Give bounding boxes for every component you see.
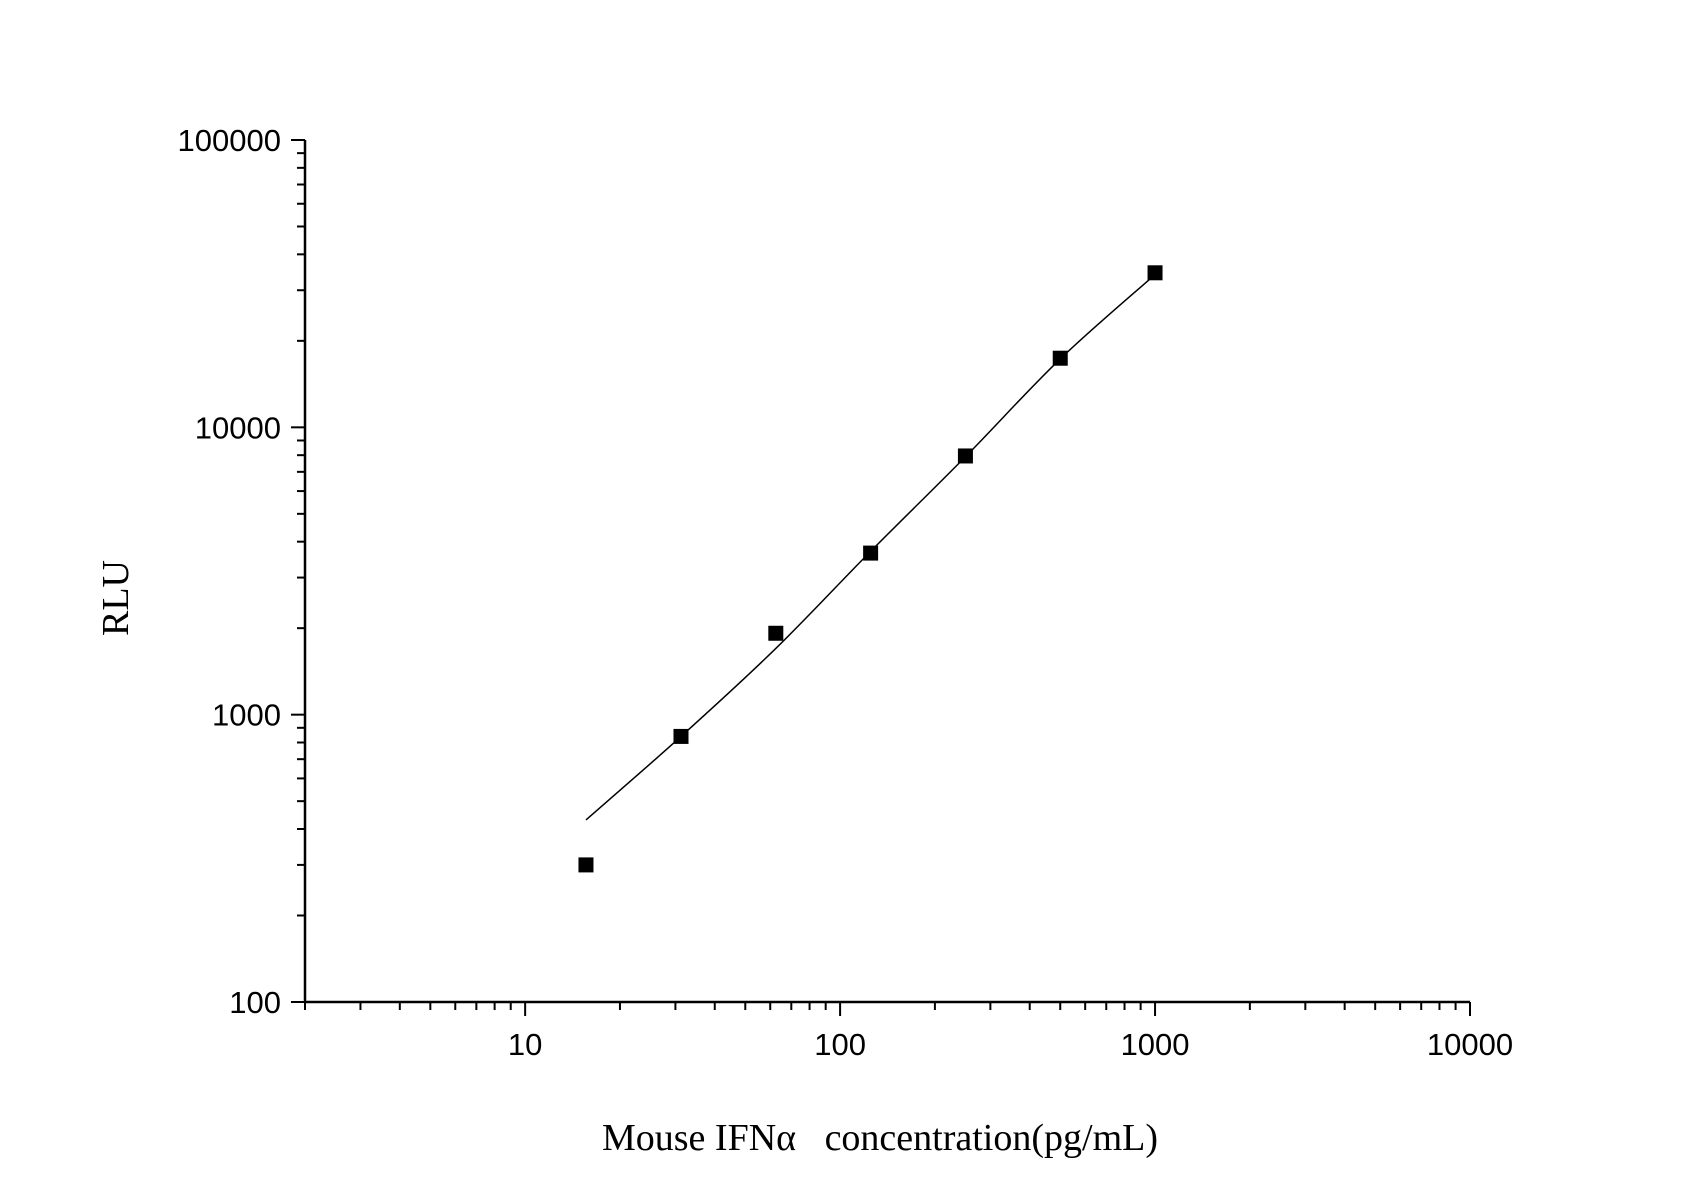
data-point — [957, 448, 973, 464]
x-tick-label: 10000 — [1427, 1027, 1513, 1062]
data-point — [673, 728, 689, 744]
data-point — [768, 625, 784, 641]
data-point — [1147, 265, 1163, 281]
data-point — [1052, 350, 1068, 366]
axes — [303, 140, 1470, 1004]
x-axis-title: Mouse IFNα concentration(pg/mL) — [602, 1117, 1158, 1159]
ticks: 10 100 1000 10000 100 1000 10000 100000 — [178, 123, 1514, 1062]
data-point — [578, 857, 594, 873]
x-tick-label: 10 — [508, 1027, 542, 1062]
data-points — [578, 265, 1163, 873]
data-point — [863, 545, 879, 561]
y-tick-label: 1000 — [212, 698, 281, 733]
x-tick-label: 100 — [814, 1027, 866, 1062]
y-tick-label: 100000 — [178, 123, 281, 158]
y-axis-title: RLU — [95, 560, 137, 636]
y-tick-label: 100 — [229, 985, 281, 1020]
y-tick-label: 10000 — [195, 410, 281, 445]
x-tick-label: 1000 — [1121, 1027, 1190, 1062]
